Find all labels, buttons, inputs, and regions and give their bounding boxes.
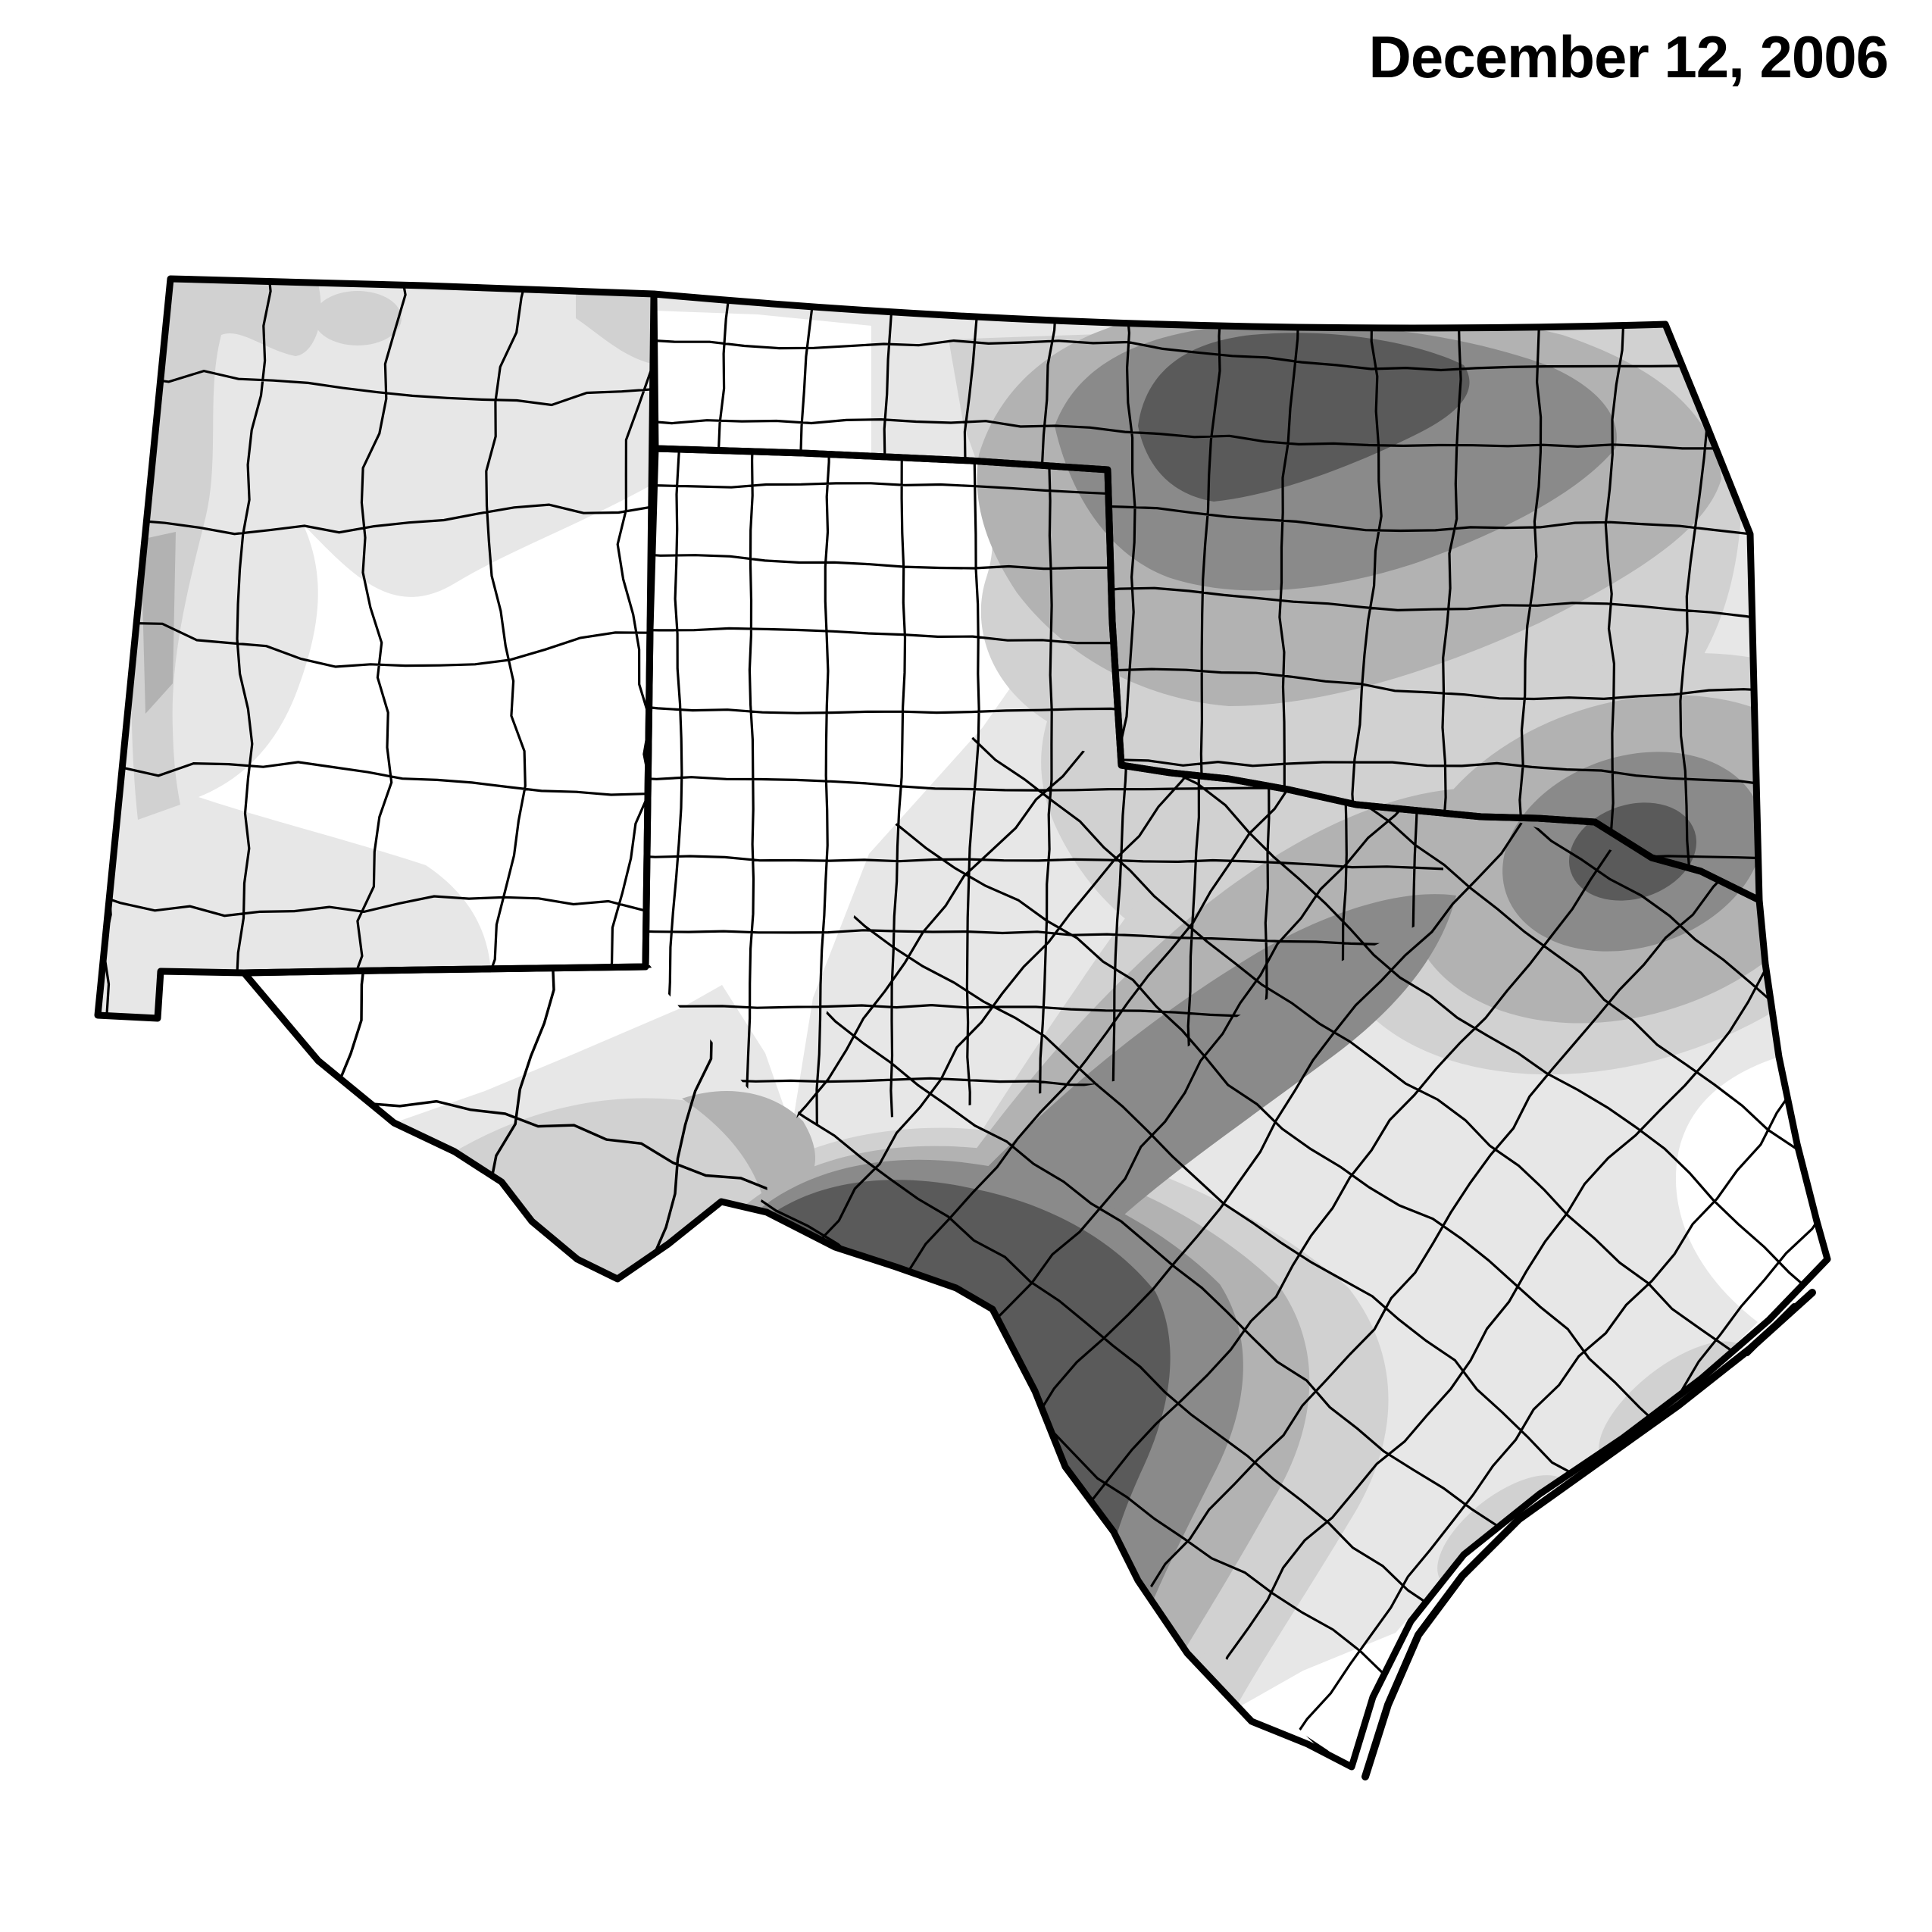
map-date-title: December 12, 2006 — [1368, 23, 1889, 90]
drought-shade-layers — [98, 279, 1827, 1767]
gulf-coast-barrier-islands — [1361, 1289, 1816, 1780]
state-border-outlines — [94, 275, 1831, 1771]
